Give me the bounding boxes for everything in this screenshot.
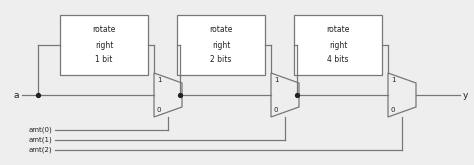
Bar — [177, 15, 265, 75]
Bar — [60, 15, 148, 75]
Text: right: right — [212, 40, 230, 50]
Text: amt(2): amt(2) — [28, 147, 52, 153]
Text: 0: 0 — [391, 107, 395, 113]
Text: 1: 1 — [157, 77, 162, 83]
Polygon shape — [271, 73, 299, 117]
Text: rotate: rotate — [92, 26, 116, 34]
Text: right: right — [95, 40, 113, 50]
Text: right: right — [329, 40, 347, 50]
Text: 0: 0 — [157, 107, 162, 113]
Text: 1: 1 — [274, 77, 279, 83]
Polygon shape — [388, 73, 416, 117]
Text: rotate: rotate — [210, 26, 233, 34]
Text: 2 bits: 2 bits — [210, 55, 232, 65]
Bar — [294, 15, 382, 75]
Text: 4 bits: 4 bits — [327, 55, 349, 65]
Text: amt(1): amt(1) — [28, 137, 52, 143]
Text: a: a — [13, 90, 19, 99]
Text: 0: 0 — [274, 107, 279, 113]
Polygon shape — [154, 73, 182, 117]
Text: 1: 1 — [391, 77, 395, 83]
Text: rotate: rotate — [326, 26, 350, 34]
Text: 1 bit: 1 bit — [95, 55, 113, 65]
Text: amt(0): amt(0) — [28, 127, 52, 133]
Text: y: y — [463, 90, 468, 99]
